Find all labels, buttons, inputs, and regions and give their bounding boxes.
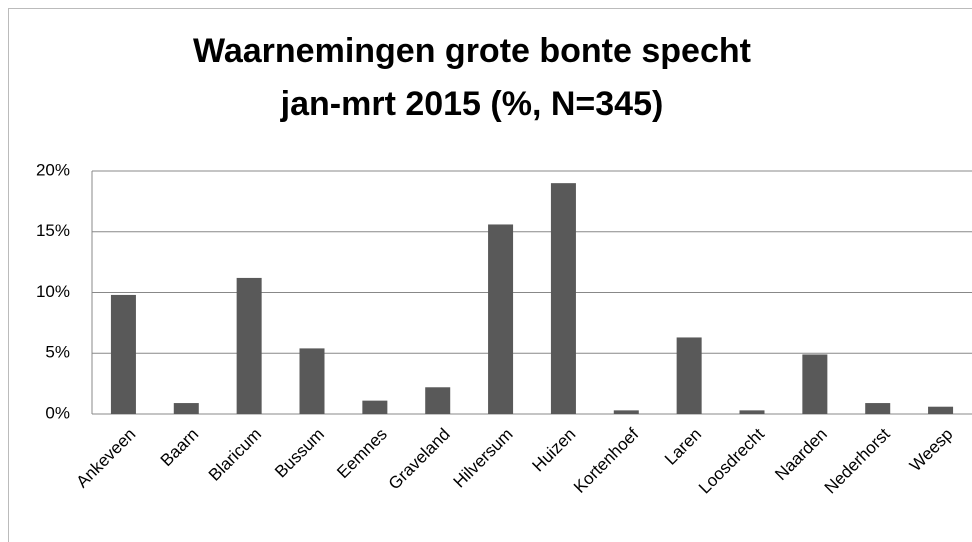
bar bbox=[613, 410, 639, 414]
bar bbox=[739, 410, 765, 414]
bar bbox=[362, 400, 388, 414]
bar bbox=[236, 277, 262, 414]
bar bbox=[425, 387, 451, 414]
bar bbox=[550, 183, 576, 414]
y-tick-label: 15% bbox=[36, 221, 70, 240]
bar bbox=[928, 406, 954, 414]
chart-title: Waarnemingen grote bonte specht bbox=[193, 32, 751, 70]
y-tick-label: 5% bbox=[45, 343, 70, 362]
chart-title: jan-mrt 2015 (%, N=345) bbox=[280, 85, 664, 123]
bar bbox=[173, 403, 199, 414]
bar bbox=[802, 354, 828, 414]
y-tick-label: 20% bbox=[36, 160, 70, 179]
bar bbox=[488, 224, 514, 414]
bar bbox=[865, 403, 891, 414]
bar bbox=[299, 348, 325, 414]
y-tick-label: 0% bbox=[45, 403, 70, 422]
bar bbox=[676, 337, 702, 414]
bar bbox=[110, 294, 136, 414]
y-tick-label: 10% bbox=[36, 282, 70, 301]
